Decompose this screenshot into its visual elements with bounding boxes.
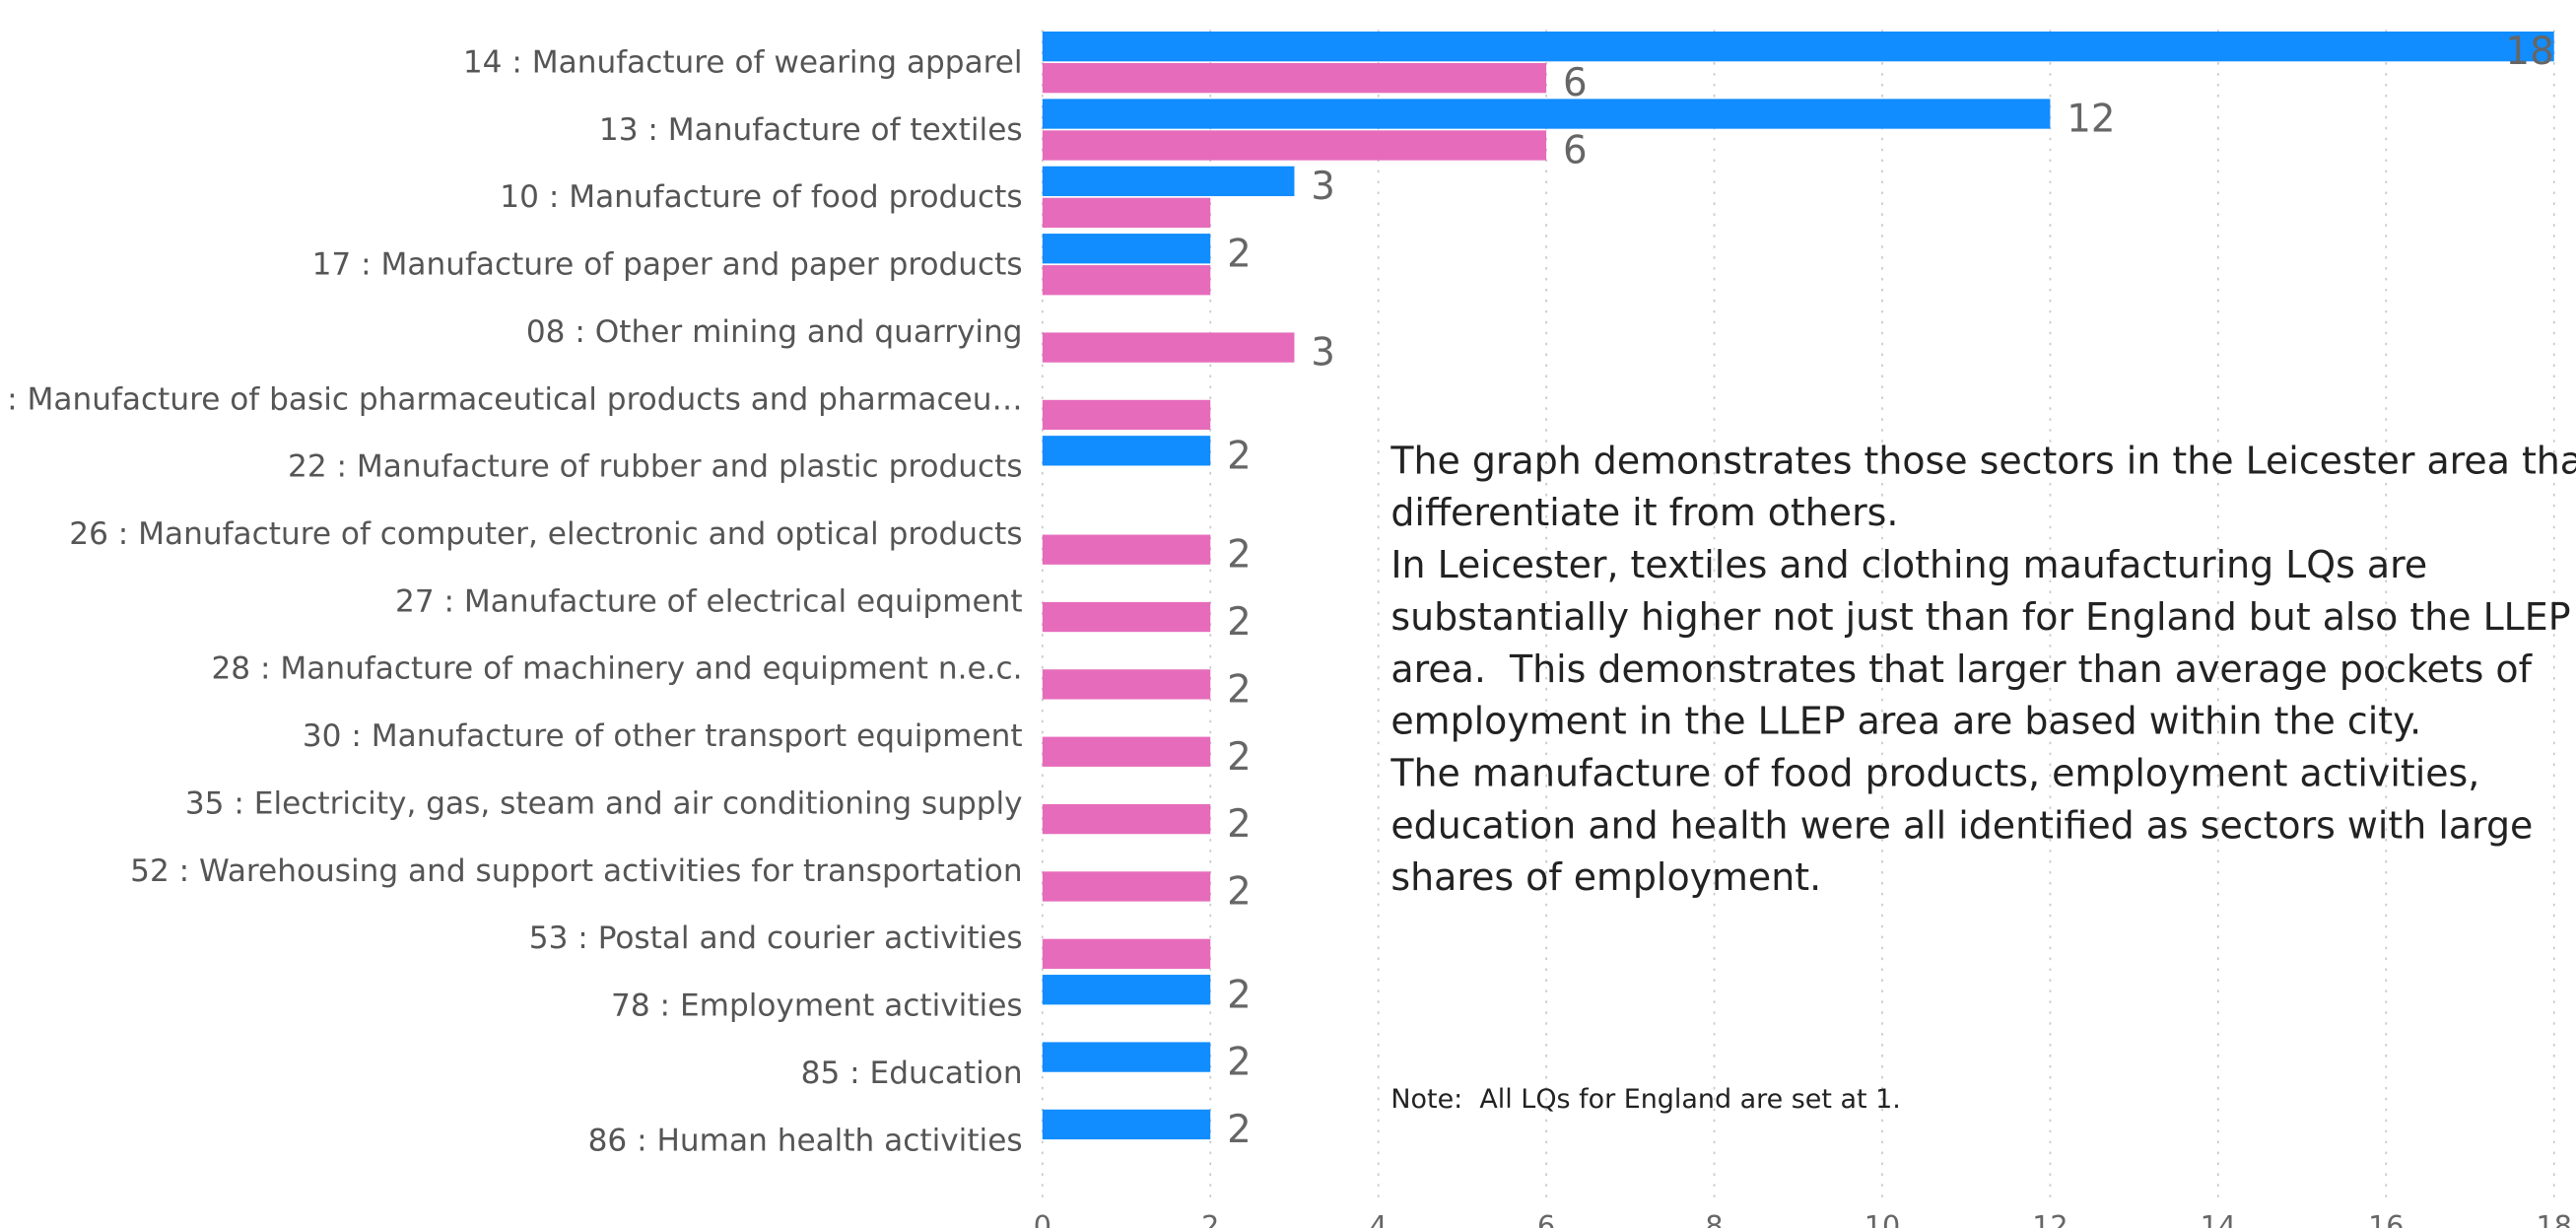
bar xyxy=(1042,669,1211,700)
x-tick-label: 12 xyxy=(2032,1209,2068,1228)
data-label: 2 xyxy=(1227,667,1252,712)
data-label: 3 xyxy=(1311,165,1335,209)
annotation-line: In Leicester, textiles and clothing mauf… xyxy=(1390,543,2427,586)
annotation-line: substantially higher not just than for E… xyxy=(1390,595,2570,639)
category-label: 17 : Manufacture of paper and paper prod… xyxy=(312,247,1023,283)
data-label: 18 xyxy=(2505,30,2553,74)
category-label: 26 : Manufacture of computer, electronic… xyxy=(69,516,1022,552)
data-label: 3 xyxy=(1311,331,1335,375)
x-tick-label: 16 xyxy=(2368,1209,2404,1228)
annotation-line: differentiate it from others. xyxy=(1390,491,1898,534)
data-label: 6 xyxy=(1563,61,1588,105)
data-label: 2 xyxy=(1227,735,1252,780)
data-label: 2 xyxy=(1227,232,1252,276)
data-label: 2 xyxy=(1227,1041,1252,1085)
data-label: 2 xyxy=(1227,533,1252,578)
category-label: 85 : Education xyxy=(801,1056,1023,1091)
data-label: 2 xyxy=(1227,434,1252,478)
bar xyxy=(1042,736,1211,767)
bar xyxy=(1042,601,1211,633)
bar xyxy=(1042,1042,1211,1072)
annotation-line: employment in the LLEP area are based wi… xyxy=(1390,700,2421,743)
x-tick-label: 10 xyxy=(1864,1209,1900,1228)
bar xyxy=(1042,31,2554,62)
bar xyxy=(1042,534,1211,565)
bar xyxy=(1042,975,1211,1005)
bar xyxy=(1042,938,1211,969)
category-label: 30 : Manufacture of other transport equi… xyxy=(303,718,1023,754)
category-label: 08 : Other mining and quarrying xyxy=(526,314,1023,350)
category-label: 52 : Warehousing and support activities … xyxy=(130,853,1022,889)
x-tick-label: 18 xyxy=(2537,1209,2572,1228)
bar xyxy=(1042,130,1547,161)
bar xyxy=(1042,436,1211,466)
x-tick-label: 14 xyxy=(2201,1209,2236,1228)
category-label: 22 : Manufacture of rubber and plastic p… xyxy=(288,449,1023,485)
bar xyxy=(1042,399,1211,431)
bar xyxy=(1042,332,1295,363)
x-tick-label: 4 xyxy=(1370,1209,1388,1228)
bar xyxy=(1042,197,1211,229)
bar xyxy=(1042,234,1211,264)
annotation-line: The graph demonstrates those sectors in … xyxy=(1390,439,2576,482)
x-tick-label: 6 xyxy=(1537,1209,1555,1228)
data-label: 6 xyxy=(1563,129,1588,173)
bar xyxy=(1042,803,1211,835)
x-tick-label: 8 xyxy=(1705,1209,1723,1228)
bar xyxy=(1042,62,1547,94)
category-label: 21 : Manufacture of basic pharmaceutical… xyxy=(0,381,1023,417)
data-label: 2 xyxy=(1227,600,1252,645)
x-tick-label: 0 xyxy=(1034,1209,1051,1228)
category-label: 78 : Employment activities xyxy=(611,989,1023,1024)
category-label: 10 : Manufacture of food products xyxy=(500,179,1022,215)
category-label: 35 : Electricity, gas, steam and air con… xyxy=(185,785,1023,821)
annotation-line: shares of employment. xyxy=(1390,855,1821,899)
category-label: 86 : Human health activities xyxy=(588,1123,1023,1158)
bar xyxy=(1042,166,1295,197)
bar xyxy=(1042,871,1211,902)
bar xyxy=(1042,99,2051,129)
category-label: 28 : Manufacture of machinery and equipm… xyxy=(211,651,1022,687)
annotation-line: The manufacture of food products, employ… xyxy=(1390,752,2479,795)
data-label: 2 xyxy=(1227,870,1252,915)
category-label: 14 : Manufacture of wearing apparel xyxy=(463,44,1023,80)
annotation-line: education and health were all identified… xyxy=(1390,803,2533,847)
data-label: 12 xyxy=(2067,98,2115,142)
annotation-line: area. This demonstrates that larger than… xyxy=(1390,648,2533,691)
category-label: 27 : Manufacture of electrical equipment xyxy=(395,583,1023,619)
note: Note: All LQs for England are set at 1. xyxy=(1390,1084,1900,1115)
data-label: 2 xyxy=(1227,973,1252,1017)
category-label: 13 : Manufacture of textiles xyxy=(599,112,1023,148)
data-label: 2 xyxy=(1227,1108,1252,1152)
x-tick-label: 2 xyxy=(1201,1209,1219,1228)
bar xyxy=(1042,1109,1211,1140)
category-label: 53 : Postal and courier activities xyxy=(529,921,1023,956)
bar xyxy=(1042,265,1211,296)
data-label: 2 xyxy=(1227,802,1252,847)
